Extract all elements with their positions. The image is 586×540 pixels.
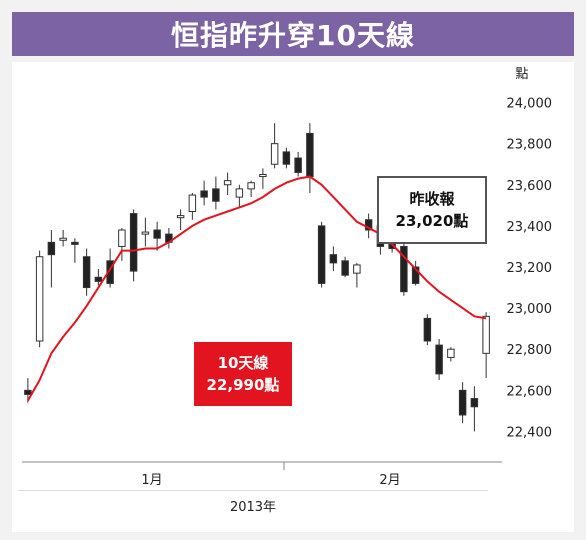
title-banner: 恒指昨升穿10天線 [12,12,574,56]
candle-body [259,174,267,178]
candle-body [411,266,420,284]
candle-body [94,276,103,282]
candle-body [282,151,291,165]
ma-annotation: 10天線 22,990點 [194,342,292,406]
candle-body [482,315,490,354]
candle-body [458,389,467,416]
candle-body [353,264,361,274]
candle-body [188,194,197,213]
y-tick-label: 22,600 [507,384,553,399]
chart-area: 點 22,400 22,600 22,800 23,000 23,200 23,400 23,… [12,62,574,532]
candle-body [35,256,44,342]
y-tick-label: 23,800 [507,138,553,153]
candle-body [176,215,185,219]
candle-body [447,348,455,358]
candle-body [423,317,432,342]
candle-body [364,219,373,231]
ma10-line [27,175,487,402]
y-tick-label: 23,200 [507,261,553,276]
close-annotation-line1: 昨收報 [409,190,455,208]
candle-body [223,180,232,186]
candle-body [141,231,150,235]
candle-body [341,260,349,276]
candle-body [129,213,138,272]
y-unit-label: 點 [515,67,528,82]
candle-body [47,241,56,256]
ma-annotation-line2: 22,990點 [206,376,280,394]
candle-body [306,132,314,178]
candle-body [59,237,67,241]
candle-body [270,143,279,165]
year-label-box: 2013年 [18,490,488,519]
candle-body [71,241,79,245]
close-annotation: 昨收報 23,020點 [377,176,487,244]
candle-body [317,225,326,284]
candle-body [470,398,479,408]
y-tick-label: 23,400 [507,220,553,235]
y-tick-label: 24,000 [507,97,553,112]
candle-body [212,188,220,202]
candle-body [247,182,255,190]
candle-body [435,344,443,375]
candle-body [153,229,161,239]
y-tick-label: 22,400 [507,425,553,440]
candle-body [329,254,338,264]
y-tick-label: 23,000 [507,302,553,317]
close-annotation-line2: 23,020點 [395,212,469,230]
candle-body [294,157,302,173]
x-tick-label: 2月 [379,473,400,488]
chart-title: 恒指昨升穿10天線 [171,19,415,52]
candle-body [235,188,244,198]
candlestick-chart-svg: 點 22,400 22,600 22,800 23,000 23,200 23,400 23,… [22,67,553,488]
candle-body [200,190,208,198]
y-tick-label: 23,600 [507,179,553,194]
year-label: 2013年 [229,499,277,515]
x-tick-label: 1月 [141,473,162,488]
candle-body [400,245,408,293]
ma-annotation-line1: 10天線 [217,354,269,372]
candle-body [82,256,91,289]
candle-body [118,229,126,247]
y-tick-label: 22,800 [507,343,553,358]
candle-body [24,389,32,395]
candle-body [106,260,114,284]
